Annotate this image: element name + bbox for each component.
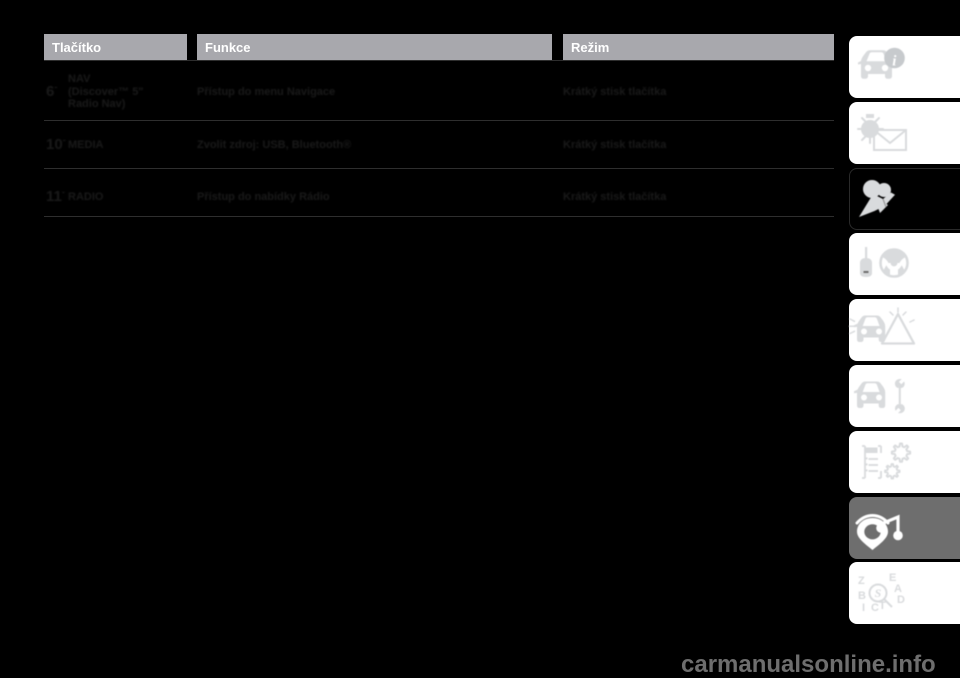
svg-text:I: I — [862, 602, 865, 614]
svg-text:S: S — [875, 586, 882, 600]
svg-text:Z: Z — [858, 575, 865, 587]
svg-text:C: C — [871, 602, 879, 614]
svg-text:D: D — [897, 594, 905, 606]
svg-text:B: B — [858, 590, 866, 602]
